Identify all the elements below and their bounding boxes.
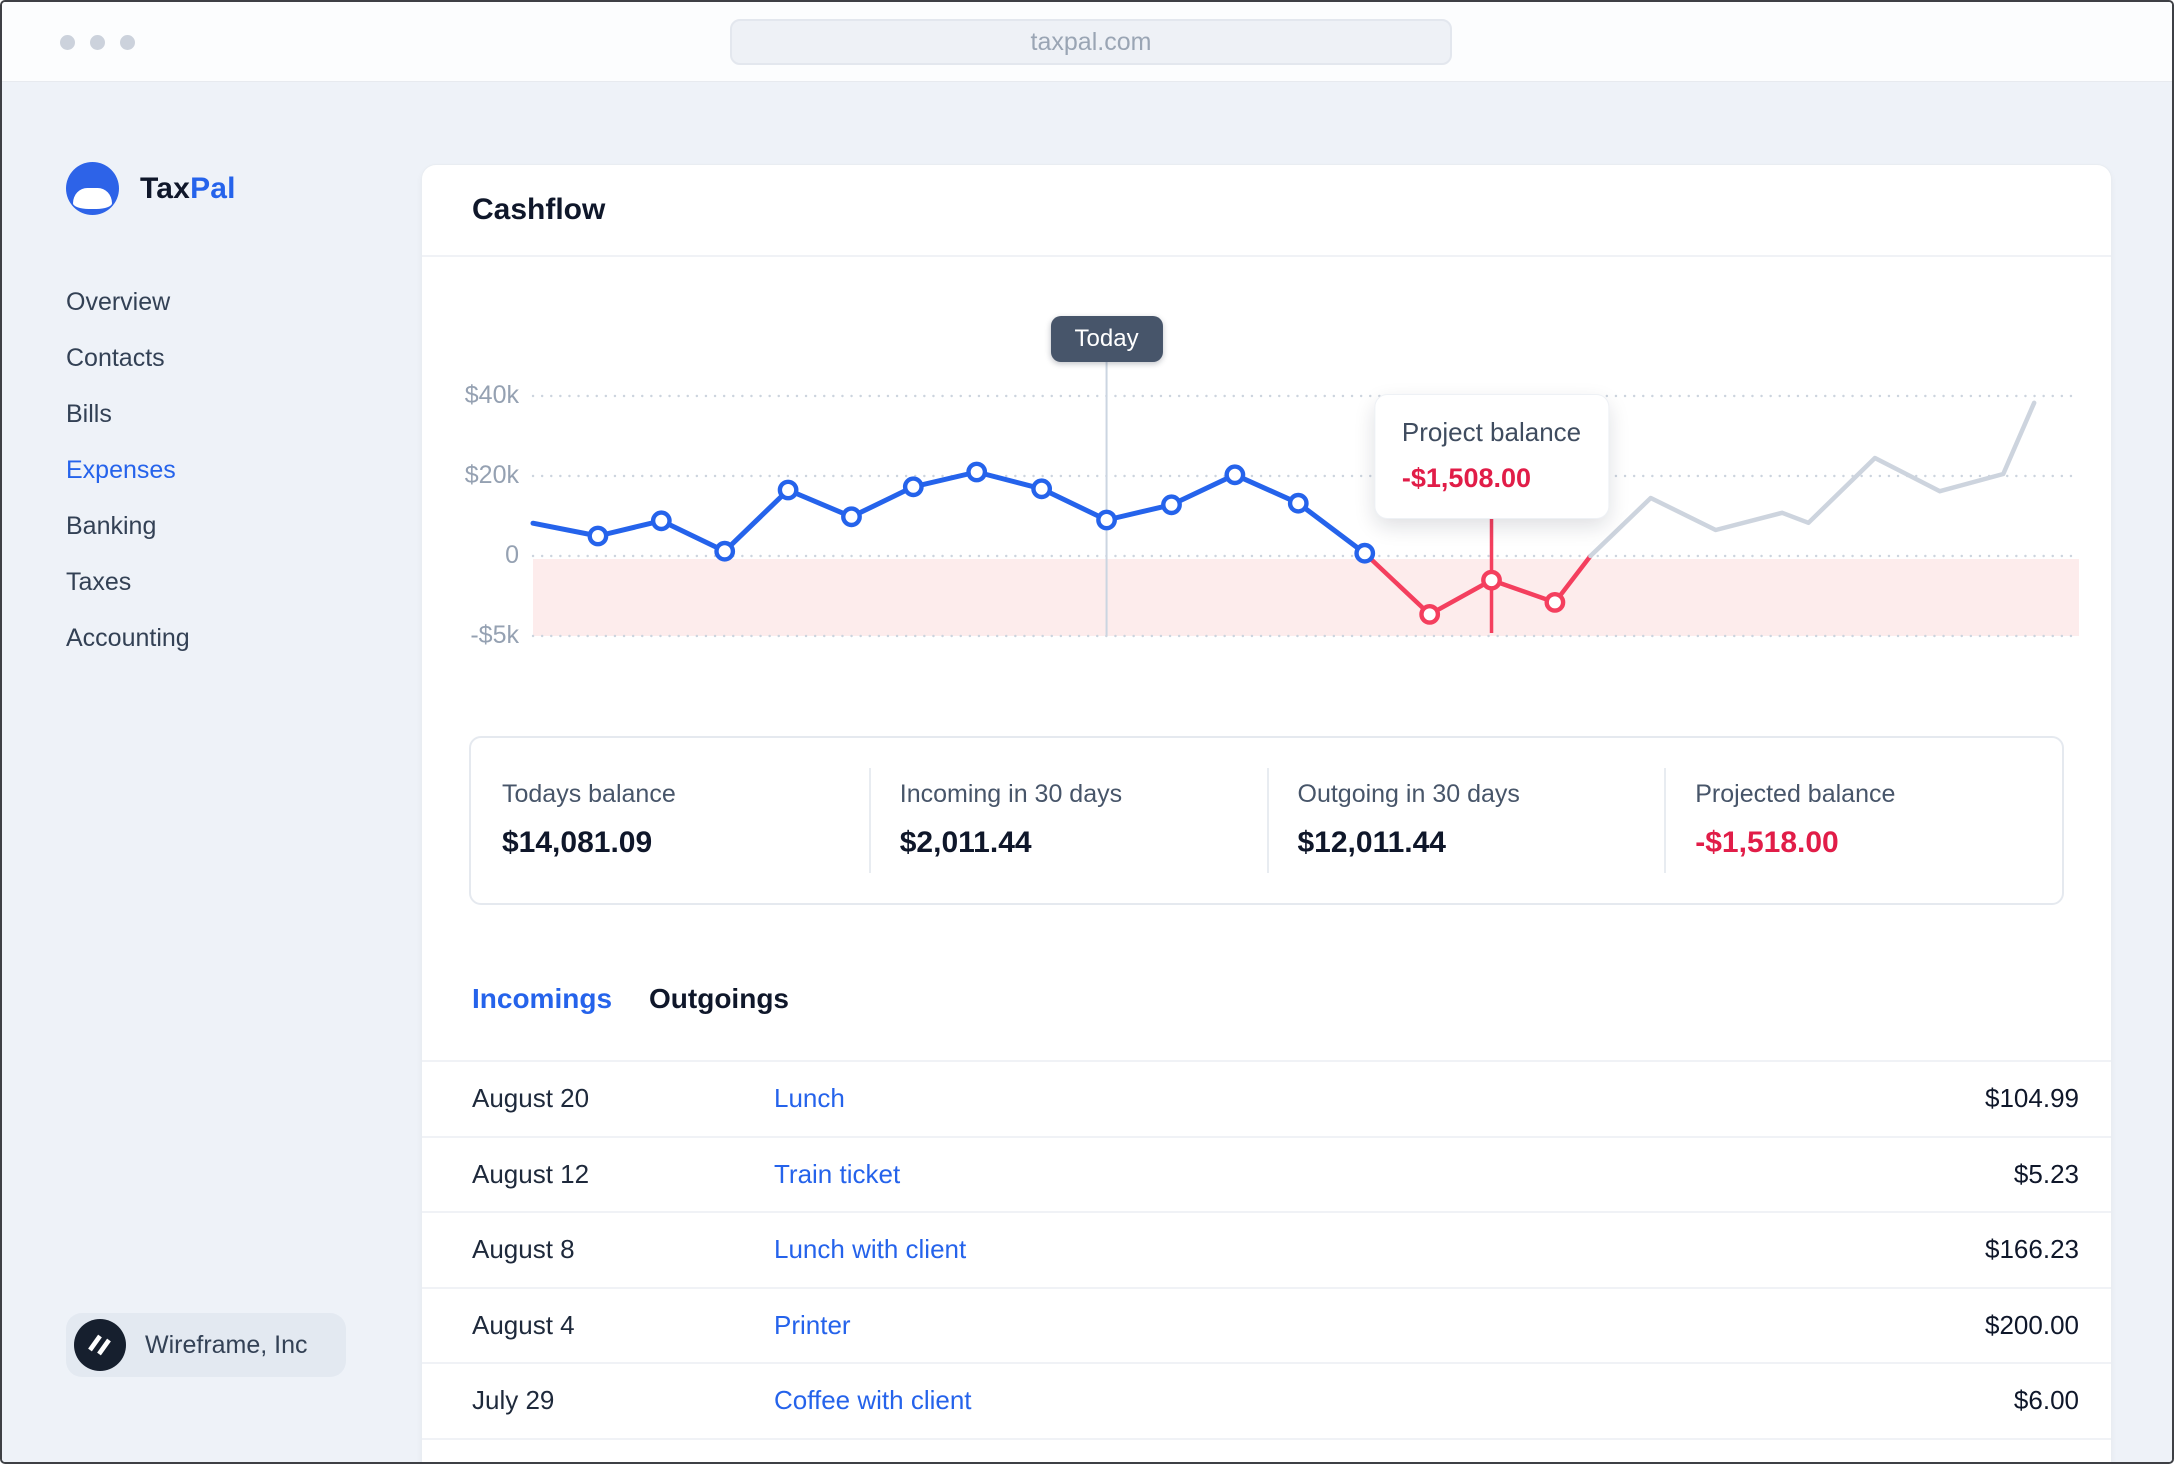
transaction-row: July 22Travel$105.63 [422,1437,2111,1462]
transaction-amount: $105.63 [1985,1461,2111,1462]
browser-chrome: taxpal.com [2,2,2172,82]
transaction-row: August 12 Train ticket $5.23 [422,1135,2111,1212]
transaction-amount: $6.00 [2013,1385,2079,1416]
stat-projected-balance: Projected balance -$1,518.00 [1664,738,2062,903]
stat-value: $2,011.44 [899,826,1032,859]
window-controls [60,35,135,50]
cashflow-card: Cashflow Today Project balance -$1,508.0… [422,165,2111,1462]
transactions-table: August 20 Lunch $104.99 August 12 Train tick… [422,1060,2111,1462]
taxpal-logo[interactable]: TaxPal [66,162,236,215]
transaction-row: July 29 Coffee with client $6.00 [422,1362,2111,1438]
sidebar-item-banking[interactable]: Banking [66,511,157,540]
stat-label: Incoming in 30 days [899,780,1123,808]
tab-outgoings[interactable]: Outgoings [649,983,789,1014]
cashflow-title: Cashflow [472,193,606,226]
transaction-row: August 4 Printer $200.00 [422,1286,2111,1363]
project-balance-tooltip: Project balance -$1,508.00 [1374,395,1609,518]
transaction-link[interactable]: Printer [774,1309,851,1340]
company-name: Wireframe, Inc [145,1330,308,1359]
today-tooltip-label: Today [1074,325,1139,352]
sidebar-item-contacts[interactable]: Contacts [66,343,165,372]
sidebar-item-expenses[interactable]: Expenses [66,455,176,484]
address-bar-url: taxpal.com [1030,27,1152,56]
app-background: TaxPal Overview Contacts Bills Expenses Bank… [2,82,2172,1462]
window-minimize-button[interactable] [90,35,105,50]
stat-value: -$1,518.00 [1695,826,1839,859]
project-balance-value: -$1,508.00 [1401,463,1532,493]
transaction-date: August 12 [472,1158,590,1189]
sidebar-nav: Overview Contacts Bills Expenses Banking Taxe… [66,274,190,666]
transactions-tabs: Incomings Outgoings [472,983,789,1015]
taxpal-logo-text: TaxPal [140,172,236,206]
cashflow-chart-svg [530,343,2081,638]
window-close-button[interactable] [60,35,75,50]
stat-value: $12,011.44 [1297,826,1447,859]
stat-label: Projected balance [1695,780,1896,808]
transaction-link[interactable]: Travel [774,1461,1985,1462]
y-axis-label: $20k [464,461,519,489]
transaction-date: August 8 [472,1234,575,1265]
project-balance-title: Project balance [1401,417,1582,447]
transaction-date: July 22 [422,1461,774,1462]
logo-text-accent: Pal [190,171,236,205]
taxpal-logo-icon [66,162,119,215]
transaction-link[interactable]: Lunch [774,1083,845,1114]
transaction-link[interactable]: Lunch with client [774,1234,967,1265]
company-logo-icon [74,1319,126,1371]
transaction-amount: $200.00 [1985,1309,2079,1340]
stat-todays-balance: Todays balance $14,081.09 [471,738,869,903]
transaction-link[interactable]: Coffee with client [774,1385,972,1416]
sidebar-item-accounting[interactable]: Accounting [66,623,190,652]
transaction-date: August 20 [472,1083,590,1114]
transaction-row: August 8 Lunch with client $166.23 [422,1211,2111,1287]
y-axis-label: 0 [505,541,519,569]
window-maximize-button[interactable] [120,35,135,50]
transaction-row: August 20 Lunch $104.99 [422,1060,2111,1136]
logo-text-primary: Tax [140,171,191,205]
stat-label: Outgoing in 30 days [1297,780,1520,808]
y-axis-label: $40k [464,381,519,409]
stat-incoming-in-30-days: Incoming in 30 days $2,011.44 [868,738,1267,903]
transaction-amount: $104.99 [1985,1083,2079,1114]
stat-outgoing-in-30-days: Outgoing in 30 days $12,011.44 [1266,738,1665,903]
transaction-date: August 4 [472,1309,575,1340]
sidebar-item-taxes[interactable]: Taxes [66,567,132,596]
company-switcher[interactable]: Wireframe, Inc [66,1313,346,1377]
stat-label: Todays balance [502,780,676,808]
transaction-link[interactable]: Train ticket [774,1158,901,1189]
y-axis-label: -$5k [470,621,519,649]
today-tooltip: Today [1050,316,1163,362]
transaction-date: July 29 [472,1385,555,1416]
stats-bar: Todays balance $14,081.09 Incoming in 30 d… [469,736,2064,905]
sidebar-item-overview[interactable]: Overview [66,287,171,316]
address-bar[interactable]: taxpal.com [730,19,1452,65]
cashflow-card-header: Cashflow [422,165,2111,257]
sidebar-item-bills[interactable]: Bills [66,399,112,428]
transaction-amount: $5.23 [2013,1158,2079,1189]
stat-value: $14,081.09 [502,826,653,859]
transaction-amount: $166.23 [1985,1234,2079,1265]
tab-incomings[interactable]: Incomings [472,983,613,1014]
